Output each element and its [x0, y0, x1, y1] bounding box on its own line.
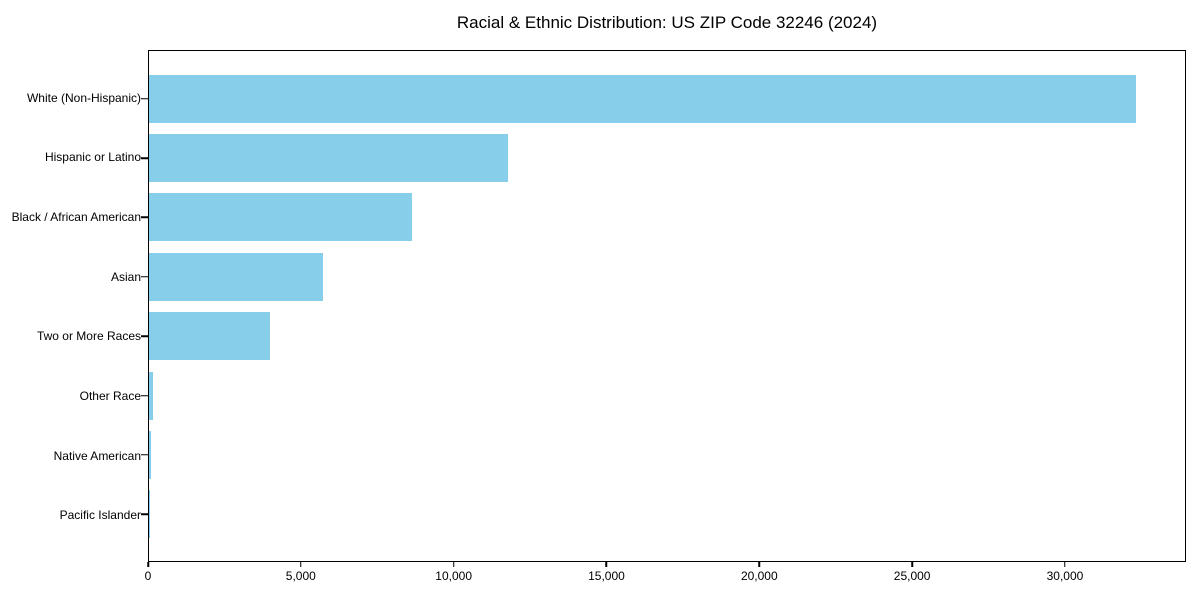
y-tick-label-row: Pacific Islander — [0, 485, 141, 545]
y-tick-label: White (Non-Hispanic) — [26, 90, 141, 105]
y-tick-mark — [141, 97, 148, 100]
chart-title: Racial & Ethnic Distribution: US ZIP Cod… — [456, 13, 878, 32]
bar — [149, 134, 508, 183]
y-tick-mark — [141, 513, 148, 516]
bar-row — [141, 128, 1185, 187]
bar — [149, 490, 150, 539]
y-tick-label-row: Hispanic or Latino — [0, 128, 141, 188]
bar — [149, 193, 413, 242]
bar — [149, 312, 271, 361]
y-tick-label-row: White (Non-Hispanic) — [0, 68, 141, 128]
bar — [149, 430, 151, 479]
bar-row — [141, 366, 1185, 425]
x-tick-label: 10,000 — [435, 569, 472, 583]
x-tick-label: 5,000 — [285, 569, 316, 583]
y-tick-mark — [141, 394, 148, 397]
x-tick-mark — [605, 562, 608, 567]
bar-row — [141, 425, 1185, 484]
bar-row — [141, 307, 1185, 366]
y-tick-mark — [141, 454, 148, 456]
y-axis-labels: White (Non-Hispanic) Hispanic or Latino Bl… — [0, 50, 141, 562]
bar-row — [141, 485, 1185, 544]
x-tick-label: 20,000 — [740, 569, 778, 583]
y-tick-label: Pacific Islander — [59, 508, 141, 523]
y-tick-label: Two or More Races — [36, 329, 141, 344]
plot-area — [141, 50, 1186, 562]
bar — [149, 371, 153, 420]
y-tick-mark — [141, 216, 148, 219]
y-tick-mark — [141, 157, 148, 159]
y-tick-label: Asian — [110, 269, 141, 284]
x-tick-mark — [1064, 562, 1066, 567]
y-tick-label: Black / African American — [11, 210, 141, 225]
y-tick-label: Native American — [53, 448, 141, 463]
x-tick-mark — [758, 562, 761, 567]
bar — [149, 74, 1136, 123]
bar-row — [141, 247, 1185, 306]
y-tick-label-row: Asian — [0, 247, 141, 307]
bar-row — [141, 69, 1185, 128]
x-tick-mark — [452, 562, 455, 567]
x-tick-mark — [911, 562, 913, 567]
bars-container — [141, 51, 1185, 561]
y-tick-label-row: Other Race — [0, 366, 141, 426]
y-tick-label-row: Two or More Races — [0, 307, 141, 367]
x-tick-label: 15,000 — [588, 569, 625, 583]
x-tick-label: 0 — [144, 569, 152, 583]
bar-row — [141, 188, 1185, 247]
y-tick-mark — [141, 276, 148, 278]
y-tick-label-row: Black / African American — [0, 187, 141, 247]
y-tick-label-row: Native American — [0, 426, 141, 486]
bar — [149, 252, 323, 301]
y-tick-label: Other Race — [79, 388, 141, 403]
x-tick-label: 25,000 — [893, 569, 931, 583]
x-tick-mark — [300, 562, 302, 567]
x-axis: 0 5,000 10,000 15,000 20,000 25,000 30,000 — [144, 562, 1186, 592]
x-tick-label: 30,000 — [1046, 569, 1084, 583]
y-tick-label: Hispanic or Latino — [44, 150, 141, 165]
x-tick-mark — [147, 562, 149, 567]
y-tick-mark — [141, 335, 148, 337]
